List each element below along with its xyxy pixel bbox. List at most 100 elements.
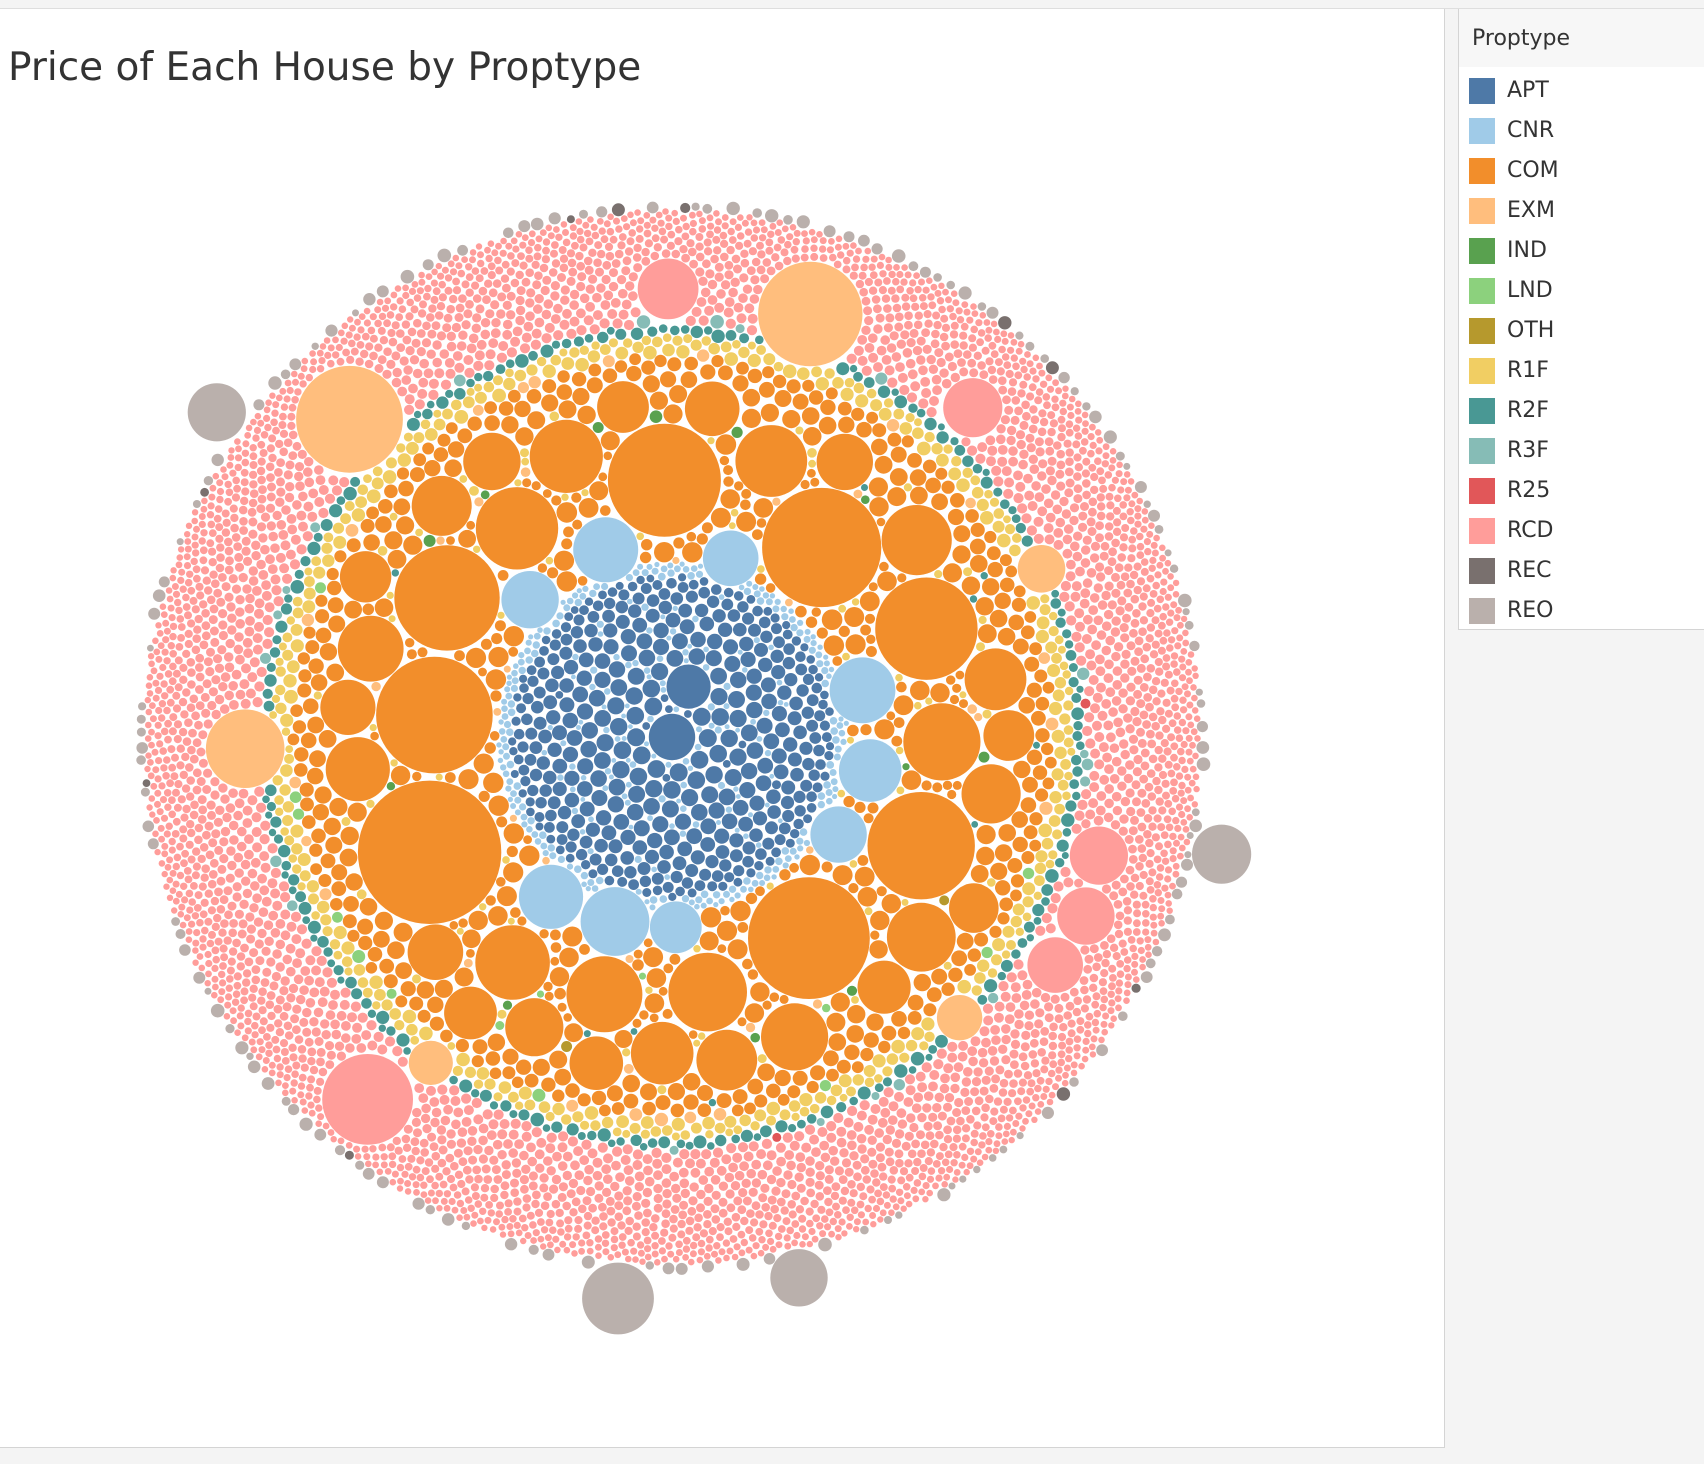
bubble-rcd[interactable] <box>524 1232 532 1239</box>
bubble-r1f[interactable] <box>872 1054 886 1068</box>
bubble-rcd[interactable] <box>470 1183 479 1192</box>
bubble-rcd[interactable] <box>164 719 173 728</box>
bubble-apt[interactable] <box>677 841 693 857</box>
bubble-rcd[interactable] <box>741 1178 751 1189</box>
bubble-rcd[interactable] <box>596 283 606 293</box>
bubble-rcd[interactable] <box>161 692 169 700</box>
bubble-com[interactable] <box>946 675 956 685</box>
bubble-rcd[interactable] <box>959 331 968 340</box>
bubble-rcd[interactable] <box>229 504 238 513</box>
bubble-cnr[interactable] <box>679 561 685 567</box>
bubble-rcd[interactable] <box>169 650 177 658</box>
bubble-r1f[interactable] <box>353 964 366 976</box>
bubble-apt[interactable] <box>793 725 807 740</box>
bubble-rcd[interactable] <box>276 1071 284 1079</box>
bubble-rcd[interactable] <box>725 318 736 329</box>
bubble-rcd[interactable] <box>1047 475 1057 486</box>
bubble-apt[interactable] <box>678 603 693 618</box>
bubble-com[interactable] <box>747 969 759 980</box>
bubble-rcd[interactable] <box>904 1159 913 1168</box>
bubble-rcd[interactable] <box>1179 663 1187 671</box>
bubble-com[interactable] <box>663 404 683 424</box>
bubble-com[interactable] <box>363 534 380 551</box>
bubble-rcd[interactable] <box>746 325 758 336</box>
bubble-rcd[interactable] <box>1049 1022 1058 1032</box>
bubble-com[interactable] <box>526 389 542 404</box>
bubble-rcd[interactable] <box>1114 995 1122 1003</box>
bubble-rcd[interactable] <box>954 1097 964 1108</box>
bubble-rcd[interactable] <box>793 1231 801 1240</box>
bubble-exm[interactable] <box>528 376 541 389</box>
bubble-apt[interactable] <box>537 667 550 680</box>
bubble-rcd[interactable] <box>422 1124 432 1134</box>
bubble-rcd[interactable] <box>632 1192 642 1202</box>
bubble-com[interactable] <box>874 719 895 740</box>
bubble-rcd[interactable] <box>485 254 493 263</box>
bubble-rcd[interactable] <box>1102 752 1112 763</box>
bubble-rcd[interactable] <box>404 1162 413 1171</box>
bubble-com[interactable] <box>632 1018 642 1028</box>
bubble-apt[interactable] <box>782 621 791 630</box>
bubble-cnr[interactable] <box>641 603 649 611</box>
bubble-r1f[interactable] <box>615 346 629 360</box>
bubble-rcd[interactable] <box>610 1244 618 1252</box>
bubble-rcd[interactable] <box>1109 774 1120 784</box>
bubble-apt[interactable] <box>519 674 528 683</box>
bubble-rcd[interactable] <box>202 679 212 689</box>
bubble-r1f[interactable] <box>1004 524 1016 535</box>
bubble-rcd[interactable] <box>242 978 251 987</box>
bubble-r2f[interactable] <box>1050 598 1062 609</box>
bubble-com[interactable] <box>964 964 976 976</box>
bubble-apt[interactable] <box>533 716 547 730</box>
bubble-rcd[interactable] <box>1089 593 1100 603</box>
bubble-rcd[interactable] <box>1112 952 1121 961</box>
bubble-com[interactable] <box>374 911 393 930</box>
bubble-rcd[interactable] <box>253 917 264 927</box>
bubble-com[interactable] <box>799 854 820 876</box>
bubble-rcd[interactable] <box>1136 542 1145 551</box>
bubble-rcd[interactable] <box>1136 663 1146 673</box>
bubble-r1f[interactable] <box>459 475 468 483</box>
bubble-r1f[interactable] <box>1049 611 1058 621</box>
bubble-com[interactable] <box>874 455 893 474</box>
bubble-r2f[interactable] <box>584 334 594 343</box>
bubble-rcd[interactable] <box>576 261 586 271</box>
bubble-rcd[interactable] <box>235 619 245 629</box>
bubble-rcd[interactable] <box>1080 945 1090 955</box>
bubble-rcd[interactable] <box>1141 900 1150 909</box>
bubble-rcd[interactable] <box>985 435 996 446</box>
bubble-rcd[interactable] <box>218 609 228 619</box>
bubble-r1f[interactable] <box>893 408 905 420</box>
bubble-rcd[interactable] <box>1143 672 1152 682</box>
bubble-cnr[interactable] <box>810 640 817 647</box>
bubble-rcd[interactable] <box>229 700 239 710</box>
bubble-rcd[interactable] <box>488 338 499 349</box>
bubble-apt[interactable] <box>571 814 586 829</box>
bubble-rcd[interactable] <box>1133 585 1142 595</box>
bubble-rcd[interactable] <box>564 1224 573 1233</box>
bubble-rcd[interactable] <box>1161 884 1169 892</box>
bubble-com[interactable] <box>1042 681 1055 694</box>
bubble-rcd[interactable] <box>348 324 356 332</box>
bubble-rcd[interactable] <box>260 862 271 873</box>
bubble-com[interactable] <box>857 887 878 907</box>
bubble-cnr[interactable] <box>519 803 527 811</box>
bubble-rcd[interactable] <box>767 1237 775 1245</box>
bubble-com[interactable] <box>735 425 808 497</box>
bubble-rcd[interactable] <box>980 1113 989 1122</box>
bubble-com[interactable] <box>931 968 948 985</box>
bubble-rcd[interactable] <box>384 1036 396 1047</box>
bubble-rcd[interactable] <box>321 1030 331 1040</box>
bubble-com[interactable] <box>870 910 890 931</box>
bubble-rcd[interactable] <box>873 362 883 373</box>
bubble-ind[interactable] <box>649 410 663 424</box>
bubble-rcd[interactable] <box>939 1142 948 1152</box>
bubble-r1f[interactable] <box>662 1125 673 1136</box>
bubble-rcd[interactable] <box>1004 1069 1013 1079</box>
bubble-r1f[interactable] <box>720 341 732 353</box>
bubble-com[interactable] <box>982 578 1000 596</box>
bubble-apt[interactable] <box>522 693 534 705</box>
bubble-com[interactable] <box>700 364 716 380</box>
bubble-apt[interactable] <box>733 877 743 887</box>
bubble-rcd[interactable] <box>266 444 275 453</box>
